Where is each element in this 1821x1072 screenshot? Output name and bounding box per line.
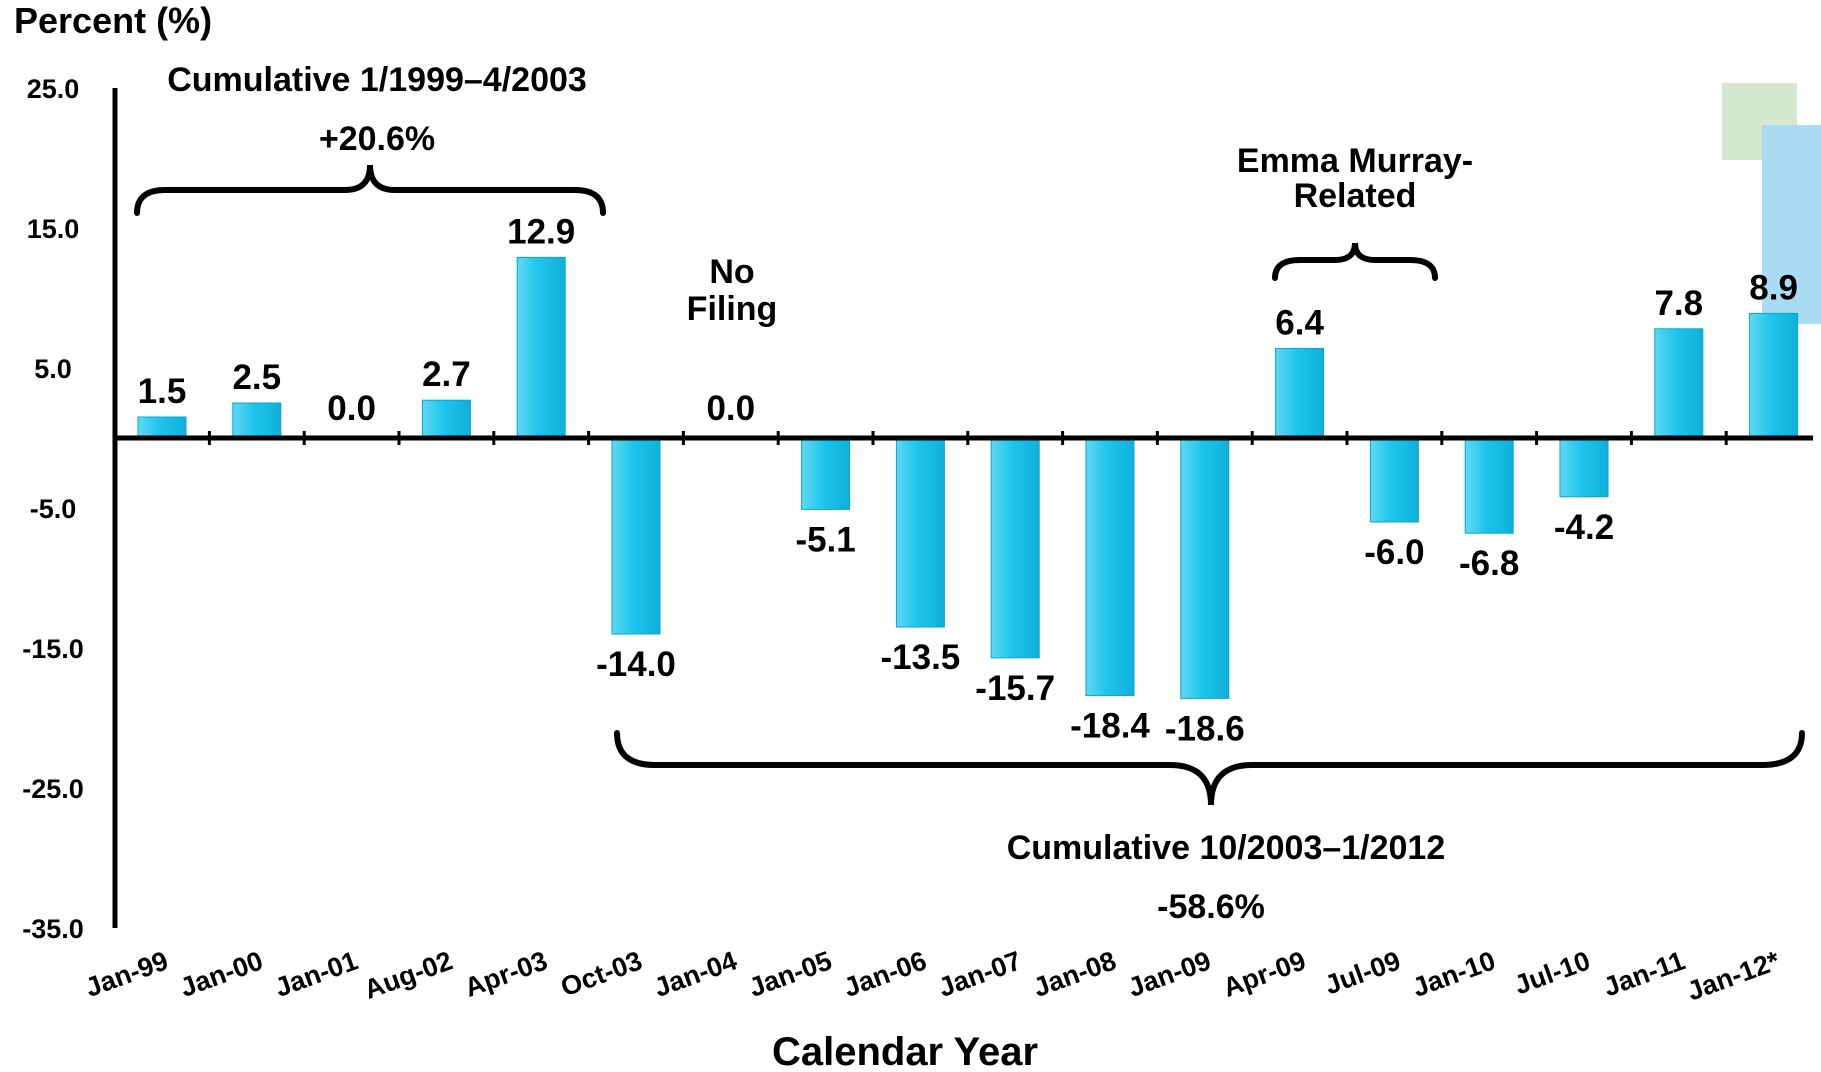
- bar: [1749, 312, 1799, 439]
- x-tick-label: Jan-08: [1029, 945, 1120, 1002]
- no-filing-line1: No: [709, 253, 754, 291]
- bar: [611, 437, 661, 635]
- bar: [421, 399, 471, 439]
- bar: [1464, 437, 1514, 534]
- data-label: -6.8: [1459, 544, 1519, 583]
- bar: [1275, 347, 1325, 439]
- cumulative-2-title: Cumulative 10/2003–1/2012: [1007, 829, 1446, 867]
- cumulative-1-brace: [134, 164, 606, 216]
- bar: [1559, 437, 1609, 498]
- cumulative-1-title: Cumulative 1/1999–4/2003: [167, 61, 587, 99]
- cumulative-2-brace: [614, 730, 1805, 806]
- bar: [232, 402, 282, 439]
- x-tick-label: Aug-02: [360, 945, 456, 1004]
- bar: [516, 256, 566, 439]
- x-tick-label: Jan-10: [1409, 945, 1500, 1002]
- data-label: -18.6: [1165, 709, 1245, 748]
- data-label: -13.5: [881, 638, 961, 677]
- bars: 1.5 2.5 0.0 2.7 12.9 -14.0 0.0 -5.1 -13.5 -15.7 -1…: [137, 212, 1799, 748]
- bar: [1180, 437, 1230, 699]
- x-tick-label: Jul-09: [1321, 945, 1405, 1000]
- x-tick-label: Jan-01: [271, 945, 362, 1002]
- cumulative-2-value: -58.6%: [1157, 888, 1265, 926]
- data-label: -15.7: [975, 669, 1055, 708]
- x-tick-label: Jan-99: [81, 945, 172, 1002]
- x-tick-label: Jan-04: [650, 945, 741, 1002]
- y-tick-label: -5.0: [30, 494, 77, 524]
- y-tick-label: -25.0: [22, 774, 84, 804]
- data-label: 12.9: [507, 212, 575, 251]
- x-tick-label: Apr-03: [461, 945, 552, 1002]
- x-tick-label: Jan-06: [840, 945, 931, 1002]
- x-tick-label: Apr-09: [1219, 945, 1310, 1002]
- y-tick-label: 5.0: [34, 354, 72, 384]
- data-label: -4.2: [1554, 508, 1614, 547]
- x-tick-label: Jan-12*: [1683, 945, 1784, 1006]
- x-tick-label: Jan-00: [176, 945, 267, 1002]
- bar: [1085, 437, 1135, 697]
- y-axis: 25.0 15.0 5.0 -5.0 -15.0 -25.0 -35.0: [22, 74, 118, 944]
- data-label: 0.0: [706, 389, 755, 428]
- x-tick-label: Jan-07: [935, 945, 1026, 1002]
- data-label: -18.4: [1070, 707, 1150, 746]
- data-label: 2.7: [422, 355, 471, 394]
- x-axis-title: Calendar Year: [772, 1030, 1038, 1072]
- x-tick-label: Oct-03: [557, 945, 646, 1002]
- related-line1: Emma Murray-: [1237, 142, 1473, 180]
- related-line2: Related: [1294, 177, 1417, 215]
- data-label: 1.5: [138, 372, 187, 411]
- data-label: 2.5: [232, 358, 281, 397]
- y-tick-label: 25.0: [27, 74, 80, 104]
- x-tick-label: Jul-10: [1510, 945, 1594, 1000]
- bar: [1369, 437, 1419, 523]
- x-tick-label: Jan-11: [1600, 945, 1689, 1002]
- x-tick-label: Jan-09: [1124, 945, 1215, 1002]
- y-axis-title: Percent (%): [14, 0, 212, 41]
- corner-decor-blue: [1762, 125, 1821, 324]
- bar: [801, 437, 851, 510]
- bar: [1654, 328, 1704, 439]
- data-label: -6.0: [1364, 533, 1424, 572]
- related-brace: [1272, 242, 1438, 281]
- y-tick-label: 15.0: [27, 214, 80, 244]
- y-tick-label: -35.0: [22, 914, 84, 944]
- data-label: 0.0: [327, 389, 376, 428]
- bar: [895, 437, 945, 628]
- data-label: 8.9: [1749, 268, 1798, 307]
- data-label: 6.4: [1275, 303, 1324, 342]
- data-label: -5.1: [795, 520, 855, 559]
- bar: [990, 437, 1040, 659]
- data-label: 7.8: [1654, 284, 1703, 323]
- no-filing-line2: Filing: [687, 290, 778, 328]
- cumulative-1-value: +20.6%: [319, 120, 435, 158]
- x-tick-label: Jan-05: [745, 945, 836, 1002]
- y-tick-label: -15.0: [22, 634, 84, 664]
- bar: [137, 416, 187, 439]
- data-label: -14.0: [596, 645, 676, 684]
